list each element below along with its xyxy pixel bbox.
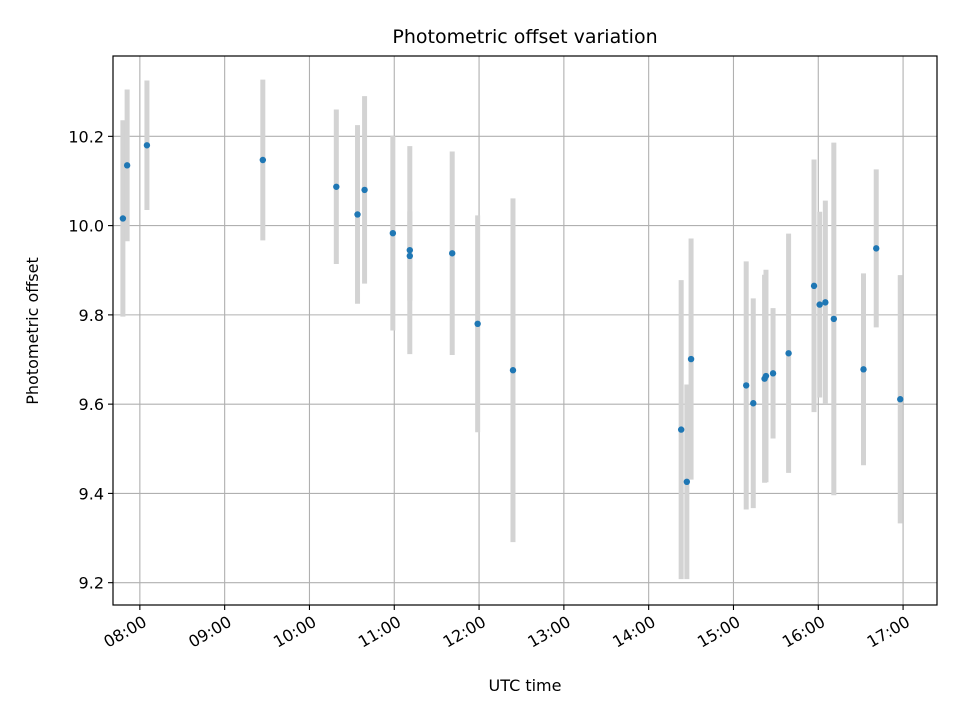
y-tick-label: 10.2: [68, 127, 104, 146]
data-point: [259, 156, 267, 164]
data-points: [119, 142, 904, 486]
data-point: [816, 301, 823, 308]
data-point: [873, 245, 880, 252]
y-tick-label: 9.2: [79, 574, 104, 593]
y-tick-label: 9.6: [79, 395, 104, 414]
data-point: [119, 215, 127, 222]
data-point: [333, 183, 340, 190]
data-point: [143, 142, 151, 149]
data-point: [677, 426, 685, 433]
data-point: [406, 252, 414, 260]
data-point: [361, 186, 368, 194]
data-point: [474, 320, 481, 328]
y-axis-label: Photometric offset: [23, 257, 42, 405]
data-point: [687, 355, 695, 363]
data-point: [449, 250, 456, 257]
data-point: [683, 478, 691, 486]
data-point: [822, 299, 829, 306]
data-point: [509, 367, 517, 374]
chart-title: Photometric offset variation: [392, 26, 657, 48]
data-point: [354, 211, 361, 218]
y-tick-label: 9.4: [79, 484, 104, 503]
data-point: [897, 396, 904, 403]
x-axis-label: UTC time: [489, 676, 562, 695]
data-point: [785, 350, 792, 357]
data-point: [406, 246, 414, 254]
data-point: [750, 400, 757, 407]
y-tick-label: 10.0: [68, 217, 104, 236]
y-tick-label: 9.8: [79, 306, 104, 325]
plot-frame: [112, 55, 938, 606]
data-point: [860, 366, 867, 373]
data-point: [762, 372, 770, 380]
data-point: [830, 315, 838, 323]
grid: [113, 56, 937, 605]
data-point: [123, 162, 131, 169]
data-point: [389, 229, 397, 237]
data-point: [810, 282, 818, 290]
data-point: [742, 382, 750, 389]
data-point: [769, 370, 777, 377]
